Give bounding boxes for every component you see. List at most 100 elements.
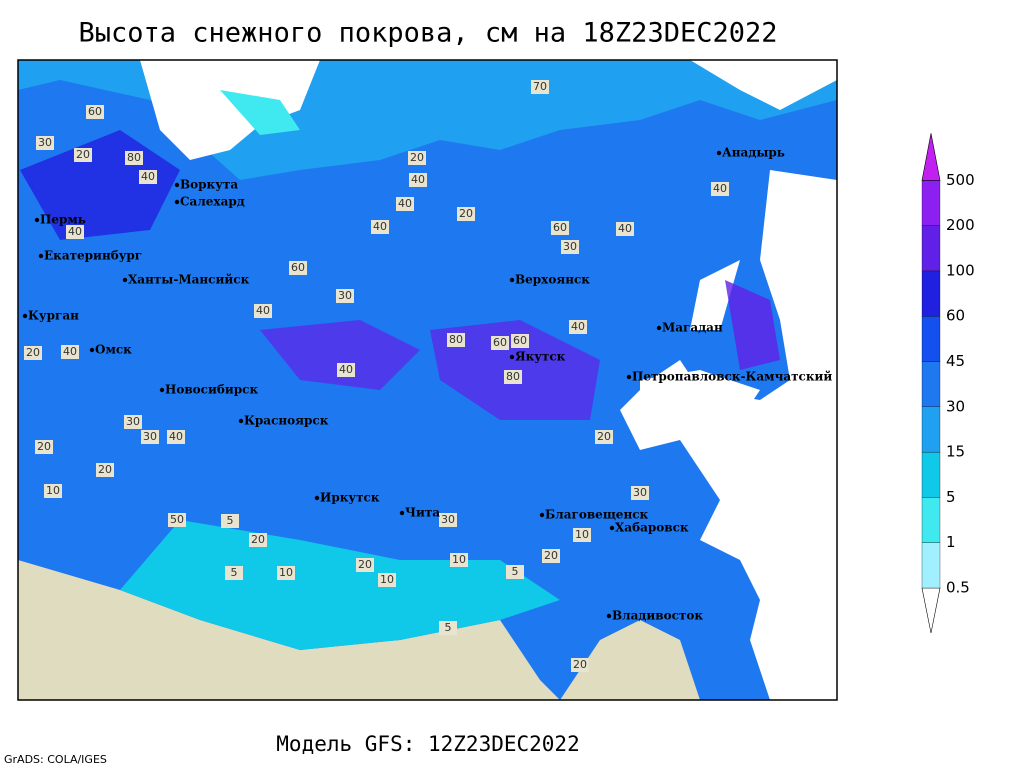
contour-label-box	[277, 566, 295, 580]
contour-label: 5	[231, 566, 238, 579]
colorbar-label: 100	[946, 261, 975, 279]
contour-label: 60	[553, 221, 567, 234]
contour-label: 30	[633, 486, 647, 499]
contour-label: 60	[291, 261, 305, 274]
contour-label: 10	[46, 484, 60, 497]
sea	[140, 60, 320, 160]
city-label: Владивосток	[612, 609, 703, 623]
contour-label-box	[531, 80, 549, 94]
city-dot	[89, 347, 95, 353]
contour-label-box	[447, 333, 465, 347]
contour-label-box	[551, 221, 569, 235]
contour-label-box	[371, 220, 389, 234]
city-dot	[174, 199, 180, 205]
bare-ground	[560, 620, 700, 700]
contour-label-box	[439, 513, 457, 527]
contour-label-box	[86, 105, 104, 119]
contour-label: 40	[141, 170, 155, 183]
contour-label: 10	[279, 566, 293, 579]
contour-label-box	[167, 430, 185, 444]
city-label: Екатеринбург	[44, 249, 142, 263]
colorbar-label: 200	[946, 216, 975, 234]
city-dot	[174, 182, 180, 188]
contour-label: 20	[459, 207, 473, 220]
colorbar-segment	[921, 180, 941, 226]
contour-label: 60	[493, 336, 507, 349]
contour-label: 80	[449, 333, 463, 346]
city-label: Ханты-Мансийск	[128, 273, 250, 287]
colorbar-label: 500	[946, 171, 975, 189]
contour-label-box	[573, 528, 591, 542]
contour-label-box	[569, 320, 587, 334]
city-dot	[656, 325, 662, 331]
city-dot	[22, 313, 28, 319]
contour-label-box	[74, 148, 92, 162]
contour-label: 5	[512, 565, 519, 578]
credit: GrADS: COLA/IGES	[4, 753, 107, 766]
sea-of-okhotsk	[640, 370, 760, 430]
colorbar-segment	[921, 225, 941, 272]
city-label: Чита	[405, 506, 440, 520]
contour-label: 40	[571, 320, 585, 333]
contour-label-box	[24, 346, 42, 360]
contour-label: 20	[37, 440, 51, 453]
city-dot	[122, 277, 128, 283]
contour-label-box	[409, 173, 427, 187]
contour-label: 5	[227, 514, 234, 527]
city-dot	[399, 510, 405, 516]
contour-label: 40	[398, 197, 412, 210]
city-dot	[314, 495, 320, 501]
contour-label-box	[571, 658, 589, 672]
colorbar-segment	[921, 451, 941, 498]
contour-label: 30	[143, 430, 157, 443]
colorbar-label: 60	[946, 307, 965, 325]
contour-label-box	[450, 553, 468, 567]
ice	[220, 90, 300, 135]
contour-label-box	[254, 304, 272, 318]
city-label: Верхоянск	[515, 273, 590, 287]
colorbar-segment	[921, 587, 941, 634]
contour-label-box	[336, 289, 354, 303]
okhotsk-coast	[690, 260, 740, 330]
contour-label-box	[35, 440, 53, 454]
contour-label-box	[124, 415, 142, 429]
contour-label: 60	[88, 105, 102, 118]
footer: Модель GFS: 12Z23DEC2022	[276, 732, 579, 756]
city-label: Омск	[95, 343, 132, 357]
city-label: Пермь	[40, 213, 86, 227]
contour-label: 30	[441, 513, 455, 526]
contour-label-box	[439, 621, 457, 635]
contour-label: 80	[127, 151, 141, 164]
colorbar-segment	[921, 406, 941, 453]
contour-label-box	[506, 565, 524, 579]
city-dot	[159, 387, 165, 393]
contour-label: 40	[618, 222, 632, 235]
city-label: Красноярск	[244, 414, 329, 428]
contour-label-box	[96, 463, 114, 477]
contour-label-box	[491, 336, 509, 350]
city-label: Благовещенск	[545, 508, 649, 522]
contour-label-box	[378, 573, 396, 587]
city-label: Иркутск	[320, 491, 380, 505]
contour-label: 40	[169, 430, 183, 443]
contour-label-box	[125, 151, 143, 165]
contour-label: 20	[251, 533, 265, 546]
colorbar-segment	[921, 361, 941, 407]
city-label: Хабаровск	[615, 521, 689, 535]
contour-label: 30	[338, 289, 352, 302]
city-label: Магадан	[662, 321, 723, 335]
bare-ground	[18, 560, 560, 700]
city-label: Новосибирск	[165, 383, 258, 397]
contour-label-box	[396, 197, 414, 211]
colorbar-label: 15	[946, 443, 965, 461]
contour-label: 30	[126, 415, 140, 428]
colorbar-label: 0.5	[946, 579, 970, 597]
contour-label: 20	[358, 558, 372, 571]
contour-label: 5	[445, 621, 452, 634]
city-dot	[539, 512, 545, 518]
map-frame	[17, 59, 838, 701]
contour-label-box	[457, 207, 475, 221]
